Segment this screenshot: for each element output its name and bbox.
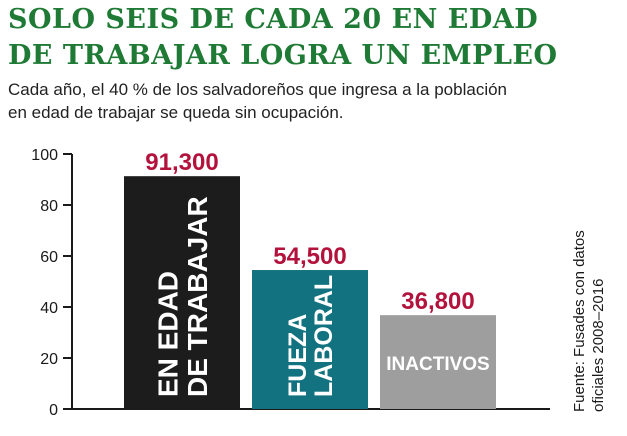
bar <box>124 176 240 409</box>
y-tick-label: 60 <box>40 249 58 266</box>
y-tick-label: 40 <box>40 300 58 317</box>
chart-subtitle: Cada año, el 40 % de los salvadoreños qu… <box>8 78 608 124</box>
y-tick-label: 20 <box>40 351 58 368</box>
bar-category-text: INACTIVOS <box>386 354 489 375</box>
bar-value-label: 91,300 <box>145 149 218 176</box>
subtitle-line-1: Cada año, el 40 % de los salvadoreños qu… <box>8 80 508 99</box>
title-line-2: DE TRABAJAR LOGRA UN EMPLEO <box>8 40 558 71</box>
source-note: Fuente: Fusades con datos oficiales 2008… <box>570 230 608 412</box>
source-line-2: oficiales 2008–2016 <box>590 278 607 412</box>
bar <box>380 315 496 409</box>
bar-category-text: DE TRABAJAR <box>182 196 213 397</box>
source-line-1: Fuente: Fusades con datos <box>571 230 588 412</box>
bar-category-text: FUEZA <box>284 314 312 397</box>
subtitle-line-2: en edad de trabajar se queda sin ocupaci… <box>8 103 344 122</box>
bar-value-label: 36,800 <box>401 288 474 315</box>
bar-value-label: 54,500 <box>273 243 346 270</box>
y-tick-label: 0 <box>49 402 58 419</box>
bar-category-text: EN EDAD <box>152 271 183 397</box>
bar-category-text: LABORAL <box>310 275 338 397</box>
chart-bars <box>124 176 496 409</box>
chart-title: SOLO SEIS DE CADA 20 EN EDAD DE TRABAJAR… <box>8 2 608 74</box>
bar <box>252 270 368 409</box>
y-tick-label: 80 <box>40 198 58 215</box>
title-line-1: SOLO SEIS DE CADA 20 EN EDAD <box>8 4 539 35</box>
y-tick-label: 100 <box>31 147 58 164</box>
